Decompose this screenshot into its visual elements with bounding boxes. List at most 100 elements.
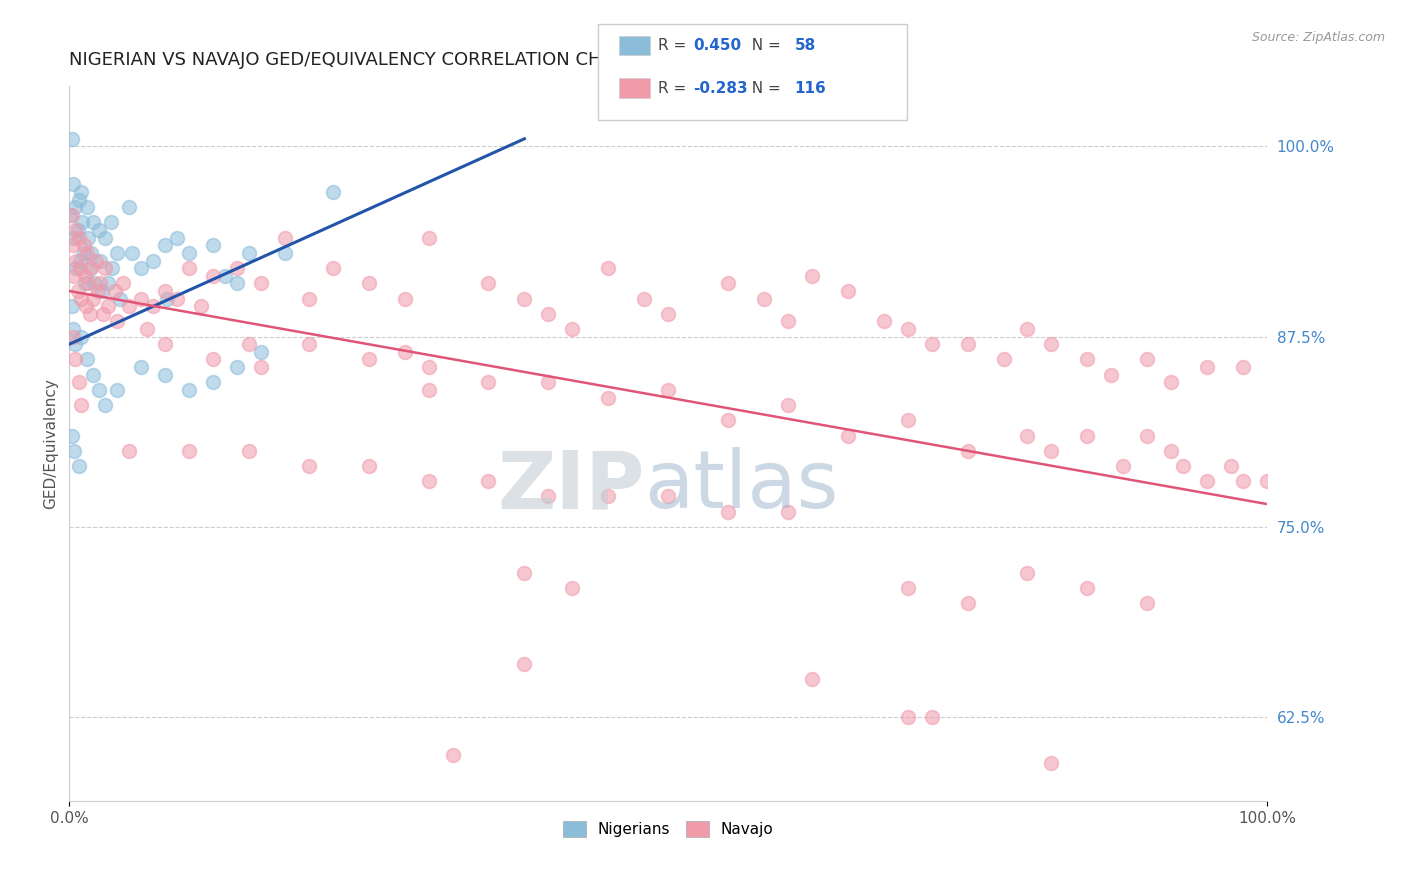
Point: [63, 337, 86, 351]
Point: [418, 383, 440, 397]
Point: [418, 360, 440, 375]
Text: -0.283: -0.283: [693, 81, 748, 95]
Point: [298, 458, 321, 473]
Point: [118, 200, 141, 214]
Point: [1136, 596, 1159, 610]
Point: [956, 337, 979, 351]
Point: [897, 581, 920, 595]
Point: [63, 223, 86, 237]
Point: [136, 322, 159, 336]
Point: [105, 383, 128, 397]
Point: [1220, 458, 1243, 473]
Point: [70, 398, 93, 412]
Point: [1099, 368, 1122, 382]
Point: [108, 292, 131, 306]
Point: [897, 710, 920, 724]
Point: [89, 223, 111, 237]
Point: [166, 292, 188, 306]
Point: [84, 253, 107, 268]
Point: [63, 200, 86, 214]
Point: [776, 314, 799, 328]
Point: [657, 307, 679, 321]
Point: [201, 352, 224, 367]
Point: [90, 284, 112, 298]
Point: [94, 261, 117, 276]
Point: [177, 261, 200, 276]
Text: R =: R =: [658, 81, 692, 95]
Point: [63, 443, 86, 458]
Point: [250, 277, 273, 291]
Text: ZIP: ZIP: [496, 447, 644, 525]
Point: [214, 268, 236, 283]
Text: NIGERIAN VS NAVAJO GED/EQUIVALENCY CORRELATION CHART: NIGERIAN VS NAVAJO GED/EQUIVALENCY CORRE…: [69, 51, 637, 69]
Point: [776, 505, 799, 519]
Point: [63, 352, 86, 367]
Point: [62, 178, 84, 192]
Point: [60, 208, 83, 222]
Point: [298, 337, 321, 351]
Point: [62, 238, 84, 252]
Point: [104, 284, 127, 298]
Point: [633, 292, 655, 306]
Text: R =: R =: [658, 38, 692, 53]
Point: [97, 299, 120, 313]
Y-axis label: GED/Equivalency: GED/Equivalency: [44, 377, 58, 508]
Point: [394, 344, 416, 359]
Point: [142, 253, 165, 268]
Point: [201, 376, 224, 390]
Point: [357, 352, 380, 367]
Point: [89, 253, 111, 268]
Point: [89, 277, 111, 291]
Point: [993, 352, 1015, 367]
Text: Source: ZipAtlas.com: Source: ZipAtlas.com: [1251, 31, 1385, 45]
Point: [250, 344, 273, 359]
Point: [657, 490, 679, 504]
Point: [72, 238, 94, 252]
Point: [956, 596, 979, 610]
Point: [201, 268, 224, 283]
Text: N =: N =: [742, 38, 786, 53]
Point: [62, 329, 84, 343]
Point: [67, 231, 90, 245]
Point: [561, 581, 583, 595]
Point: [65, 261, 87, 276]
Point: [1173, 458, 1195, 473]
Point: [717, 277, 740, 291]
Point: [1076, 352, 1098, 367]
Point: [1160, 376, 1182, 390]
Point: [298, 292, 321, 306]
Point: [100, 215, 122, 229]
Point: [77, 231, 100, 245]
Point: [1076, 428, 1098, 442]
Point: [76, 352, 98, 367]
Point: [226, 277, 249, 291]
Point: [238, 337, 260, 351]
Point: [72, 215, 94, 229]
Point: [62, 322, 84, 336]
Point: [274, 246, 297, 260]
Point: [69, 253, 91, 268]
Point: [69, 261, 91, 276]
Point: [201, 238, 224, 252]
Point: [921, 710, 943, 724]
Point: [1017, 322, 1039, 336]
Point: [357, 458, 380, 473]
Point: [537, 307, 560, 321]
Point: [441, 748, 464, 763]
Point: [394, 292, 416, 306]
Point: [63, 231, 86, 245]
Text: 58: 58: [794, 38, 815, 53]
Point: [94, 398, 117, 412]
Legend: Nigerians, Navajo: Nigerians, Navajo: [557, 815, 780, 843]
Point: [238, 246, 260, 260]
Point: [776, 398, 799, 412]
Point: [897, 413, 920, 427]
Point: [226, 360, 249, 375]
Point: [537, 376, 560, 390]
Point: [513, 566, 536, 580]
Point: [1136, 352, 1159, 367]
Point: [177, 246, 200, 260]
Point: [598, 391, 620, 405]
Point: [238, 443, 260, 458]
Point: [250, 360, 273, 375]
